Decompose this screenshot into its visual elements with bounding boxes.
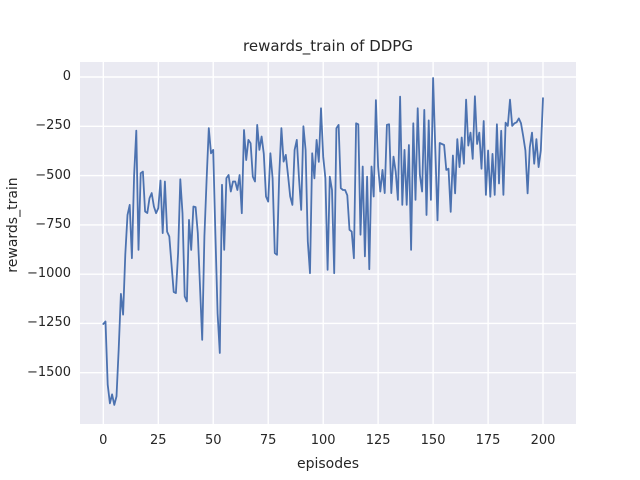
x-tick-label: 100 bbox=[310, 433, 336, 448]
y-tick-label: −500 bbox=[35, 167, 71, 183]
x-tick-label: 0 bbox=[99, 433, 108, 448]
x-tick-label: 75 bbox=[259, 433, 277, 448]
x-tick-label: 50 bbox=[204, 433, 222, 448]
x-axis-label: episodes bbox=[296, 456, 360, 472]
chart-title: rewards_train of DDPG bbox=[243, 37, 413, 55]
data-line-layer bbox=[102, 77, 544, 406]
y-tick-label: 0 bbox=[62, 68, 71, 84]
y-tick-label: −1000 bbox=[27, 266, 71, 282]
y-tick-label: −1250 bbox=[27, 315, 71, 331]
rewards-line-chart bbox=[80, 62, 576, 424]
plot-area bbox=[80, 62, 576, 424]
y-tick-label: −750 bbox=[35, 216, 71, 232]
x-tick-label: 150 bbox=[420, 433, 446, 448]
x-tick-label: 175 bbox=[475, 433, 501, 448]
x-tick-label: 125 bbox=[365, 433, 391, 448]
rewards-train-line bbox=[102, 77, 544, 406]
y-axis-label: rewards_train bbox=[5, 177, 21, 273]
x-tick-label: 25 bbox=[149, 433, 167, 448]
y-tick-label: −1500 bbox=[27, 364, 71, 380]
gridlines bbox=[80, 62, 576, 424]
y-tick-label: −250 bbox=[35, 118, 71, 134]
x-tick-label: 200 bbox=[530, 433, 556, 448]
